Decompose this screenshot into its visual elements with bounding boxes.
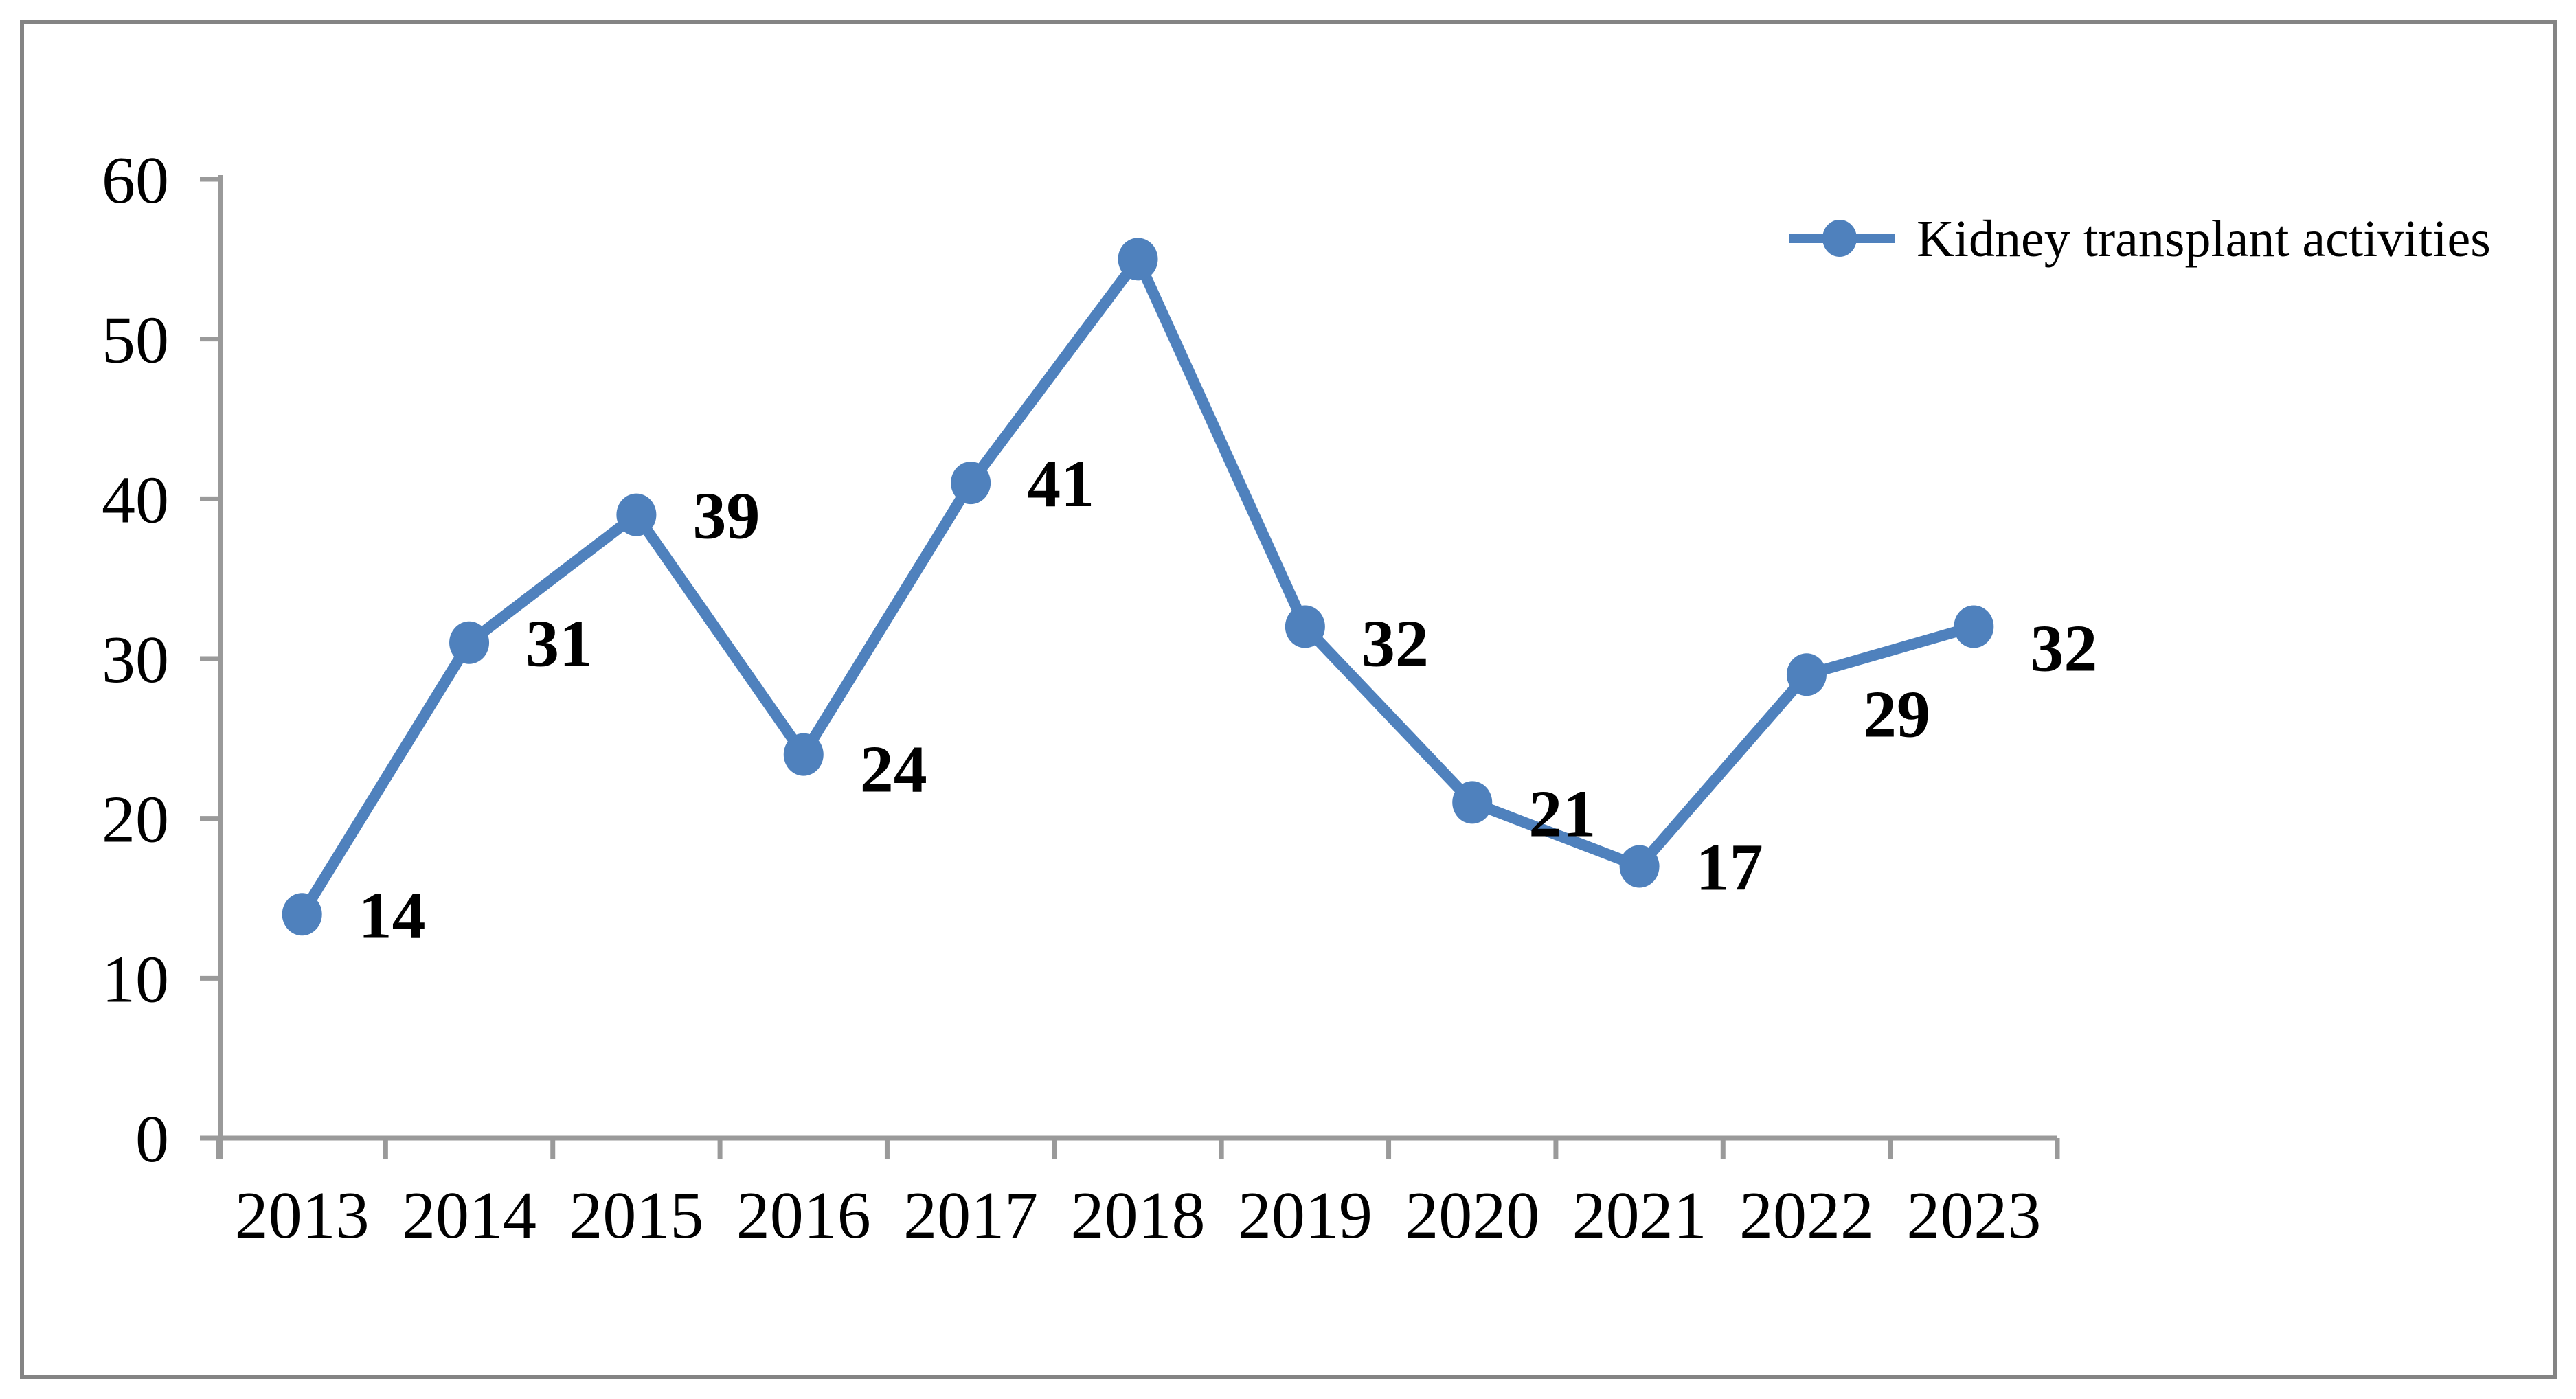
data-point-label: 24 [860,733,927,807]
y-axis-tick-label: 20 [102,783,169,857]
y-axis-tick-label: 0 [135,1102,169,1176]
data-point-marker [1954,605,1994,648]
x-axis-tick-label: 2020 [1405,1179,1539,1253]
y-axis-tick-label: 10 [102,942,169,1016]
data-point-label: 32 [2030,611,2097,685]
legend-marker-icon [1822,220,1857,257]
x-axis-tick-label: 2017 [903,1179,1038,1253]
series-line [296,253,1980,920]
data-point-label: 21 [1528,777,1596,851]
x-axis-tick-label: 2016 [736,1179,871,1253]
data-point-marker [783,733,824,776]
y-axis-tick-label: 40 [102,463,169,537]
data-point-label: 14 [359,878,426,953]
data-point-label: 41 [1027,447,1094,521]
y-axis-tick-label: 60 [102,144,169,218]
x-axis-tick-label: 2023 [1906,1179,2041,1253]
y-axis-tick-label: 30 [102,623,169,697]
data-point-marker [1619,845,1660,888]
figure-border [20,20,2557,1379]
axes-layer: 0 10 20 30 40 50 60 2013 2014 2015 2016 2017 2018 201… [102,144,2060,1253]
data-point-marker [449,621,490,664]
data-point-marker [1285,605,1325,648]
x-axis-tick-label: 2014 [402,1179,536,1253]
series-layer: 14 31 39 24 41 32 21 17 29 32 [282,238,2097,953]
data-point-marker [616,493,657,536]
data-point-label: 32 [1362,606,1429,681]
x-axis-tick-label: 2021 [1572,1179,1707,1253]
x-axis-tick-label: 2019 [1238,1179,1372,1253]
data-point-marker [1452,781,1493,824]
data-point-marker [1118,238,1158,281]
x-axis-tick-label: 2013 [235,1179,370,1253]
legend: Kidney transplant activities [1789,210,2491,268]
data-point-marker [951,462,991,505]
data-point-label: 17 [1696,830,1763,905]
data-point-label: 31 [526,607,593,681]
x-axis-tick-label: 2022 [1739,1179,1874,1253]
x-axis-tick-label: 2015 [569,1179,703,1253]
data-point-label: 29 [1863,677,1930,751]
data-point-marker [282,893,322,936]
y-axis-tick-label: 50 [102,304,169,378]
data-point-label: 39 [692,479,760,554]
x-axis-tick-label: 2018 [1071,1179,1206,1253]
legend-label: Kidney transplant activities [1917,210,2491,268]
data-point-marker [1786,653,1827,696]
